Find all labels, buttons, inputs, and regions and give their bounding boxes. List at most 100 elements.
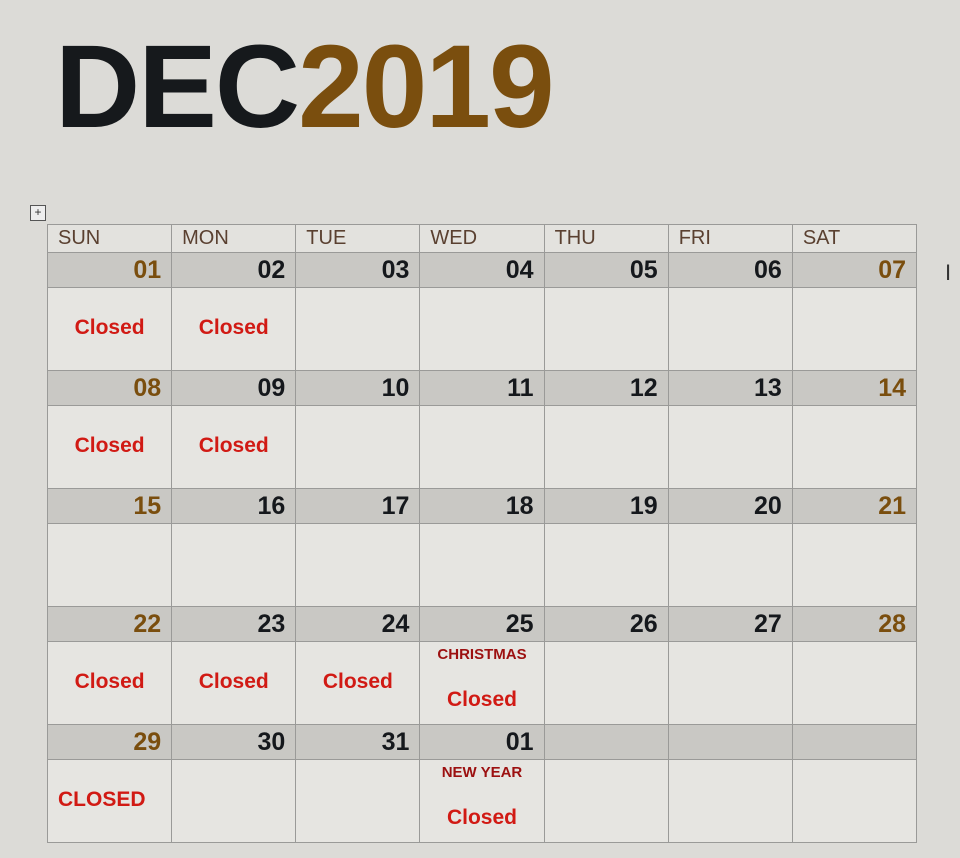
weekday-header: TUE — [295, 224, 421, 253]
date-cell[interactable]: 01 — [419, 724, 545, 760]
date-cell[interactable]: 01 — [46, 252, 173, 288]
date-row: 29 30 31 01 — [46, 724, 918, 760]
date-cell[interactable]: 13 — [667, 370, 793, 406]
day-content-cell[interactable] — [791, 641, 918, 725]
content-row: Closed Closed — [46, 287, 918, 371]
day-content-cell[interactable] — [171, 523, 297, 607]
date-cell[interactable] — [667, 724, 793, 760]
calendar-table: SUN MON TUE WED THU FRI SAT 01 02 03 04 05 06 07 Close… — [46, 224, 918, 843]
day-content-cell[interactable] — [543, 759, 669, 843]
date-cell[interactable] — [791, 724, 918, 760]
date-cell[interactable]: 02 — [171, 252, 297, 288]
day-content-cell[interactable]: Closed — [46, 405, 173, 489]
day-content-cell[interactable]: Closed — [171, 405, 297, 489]
date-cell[interactable]: 11 — [419, 370, 545, 406]
title-year: 2019 — [298, 21, 555, 153]
date-cell[interactable]: 21 — [791, 488, 918, 524]
date-row: 08 09 10 11 12 13 14 — [46, 370, 918, 406]
closed-label: Closed — [198, 670, 269, 693]
day-content-cell[interactable]: Closed — [46, 641, 173, 725]
day-content-cell[interactable] — [543, 287, 669, 371]
day-content-cell[interactable] — [295, 287, 421, 371]
date-cell[interactable]: 16 — [171, 488, 297, 524]
date-cell[interactable]: 03 — [295, 252, 421, 288]
date-row: 15 16 17 18 19 20 21 — [46, 488, 918, 524]
weekday-header: MON — [171, 224, 297, 253]
closed-label: Closed — [74, 316, 145, 339]
text-cursor-icon: I — [945, 260, 952, 285]
weekday-header: THU — [543, 224, 669, 253]
date-cell[interactable]: 09 — [171, 370, 297, 406]
weekday-header: WED — [419, 224, 545, 253]
date-cell[interactable]: 25 — [419, 606, 545, 642]
day-content-cell[interactable] — [667, 523, 793, 607]
date-cell[interactable]: 15 — [46, 488, 173, 524]
day-content-cell[interactable]: Closed — [295, 641, 421, 725]
date-cell[interactable]: 31 — [295, 724, 421, 760]
day-content-cell[interactable] — [791, 287, 918, 371]
date-cell[interactable]: 07 — [791, 252, 918, 288]
day-content-cell[interactable]: Closed — [46, 287, 173, 371]
holiday-label: CHRISTMAS — [437, 646, 527, 663]
day-content-cell[interactable]: Closed — [171, 287, 297, 371]
date-row: 22 23 24 25 26 27 28 — [46, 606, 918, 642]
weekday-header: FRI — [667, 224, 793, 253]
day-content-cell[interactable] — [543, 641, 669, 725]
day-content-cell[interactable] — [791, 405, 918, 489]
content-row: Closed Closed Closed CHRISTMAS Closed — [46, 641, 918, 725]
move-icon[interactable]: + — [30, 205, 46, 221]
date-cell[interactable]: 05 — [543, 252, 669, 288]
closed-label: Closed — [74, 434, 145, 457]
day-content-cell[interactable] — [419, 287, 545, 371]
day-content-cell[interactable] — [295, 523, 421, 607]
date-cell[interactable]: 27 — [667, 606, 793, 642]
date-cell[interactable]: 12 — [543, 370, 669, 406]
date-cell[interactable]: 08 — [46, 370, 173, 406]
day-content-cell[interactable] — [46, 523, 173, 607]
title-month: DEC — [55, 21, 300, 153]
weekday-header-row: SUN MON TUE WED THU FRI SAT — [46, 224, 918, 253]
date-cell[interactable]: 26 — [543, 606, 669, 642]
date-cell[interactable]: 24 — [295, 606, 421, 642]
day-content-cell[interactable] — [667, 759, 793, 843]
day-content-cell[interactable] — [419, 405, 545, 489]
date-row: 01 02 03 04 05 06 07 — [46, 252, 918, 288]
day-content-cell[interactable]: CLOSED — [46, 759, 173, 843]
day-content-cell[interactable] — [543, 405, 669, 489]
day-content-cell[interactable] — [295, 759, 421, 843]
date-cell[interactable]: 06 — [667, 252, 793, 288]
date-cell[interactable]: 30 — [171, 724, 297, 760]
closed-label: Closed — [198, 434, 269, 457]
day-content-cell[interactable] — [419, 523, 545, 607]
content-row — [46, 523, 918, 607]
closed-label: CLOSED — [58, 788, 146, 811]
day-content-cell[interactable]: Closed — [171, 641, 297, 725]
closed-label: Closed — [322, 670, 393, 693]
date-cell[interactable]: 04 — [419, 252, 545, 288]
day-content-cell[interactable] — [667, 641, 793, 725]
date-cell[interactable]: 29 — [46, 724, 173, 760]
day-content-cell[interactable] — [543, 523, 669, 607]
date-cell[interactable]: 17 — [295, 488, 421, 524]
date-cell[interactable]: 14 — [791, 370, 918, 406]
day-content-cell[interactable] — [667, 287, 793, 371]
date-cell[interactable]: 22 — [46, 606, 173, 642]
day-content-cell[interactable] — [791, 523, 918, 607]
date-cell[interactable] — [543, 724, 669, 760]
closed-label: Closed — [446, 688, 517, 711]
closed-label: Closed — [446, 806, 517, 829]
day-content-cell[interactable] — [667, 405, 793, 489]
day-content-cell[interactable]: CHRISTMAS Closed — [419, 641, 545, 725]
date-cell[interactable]: 28 — [791, 606, 918, 642]
date-cell[interactable]: 23 — [171, 606, 297, 642]
day-content-cell[interactable] — [791, 759, 918, 843]
content-row: CLOSED NEW YEAR Closed — [46, 759, 918, 843]
date-cell[interactable]: 18 — [419, 488, 545, 524]
day-content-cell[interactable] — [171, 759, 297, 843]
date-cell[interactable]: 20 — [667, 488, 793, 524]
date-cell[interactable]: 19 — [543, 488, 669, 524]
page-title: DEC2019 — [55, 28, 555, 146]
date-cell[interactable]: 10 — [295, 370, 421, 406]
day-content-cell[interactable] — [295, 405, 421, 489]
day-content-cell[interactable]: NEW YEAR Closed — [419, 759, 545, 843]
